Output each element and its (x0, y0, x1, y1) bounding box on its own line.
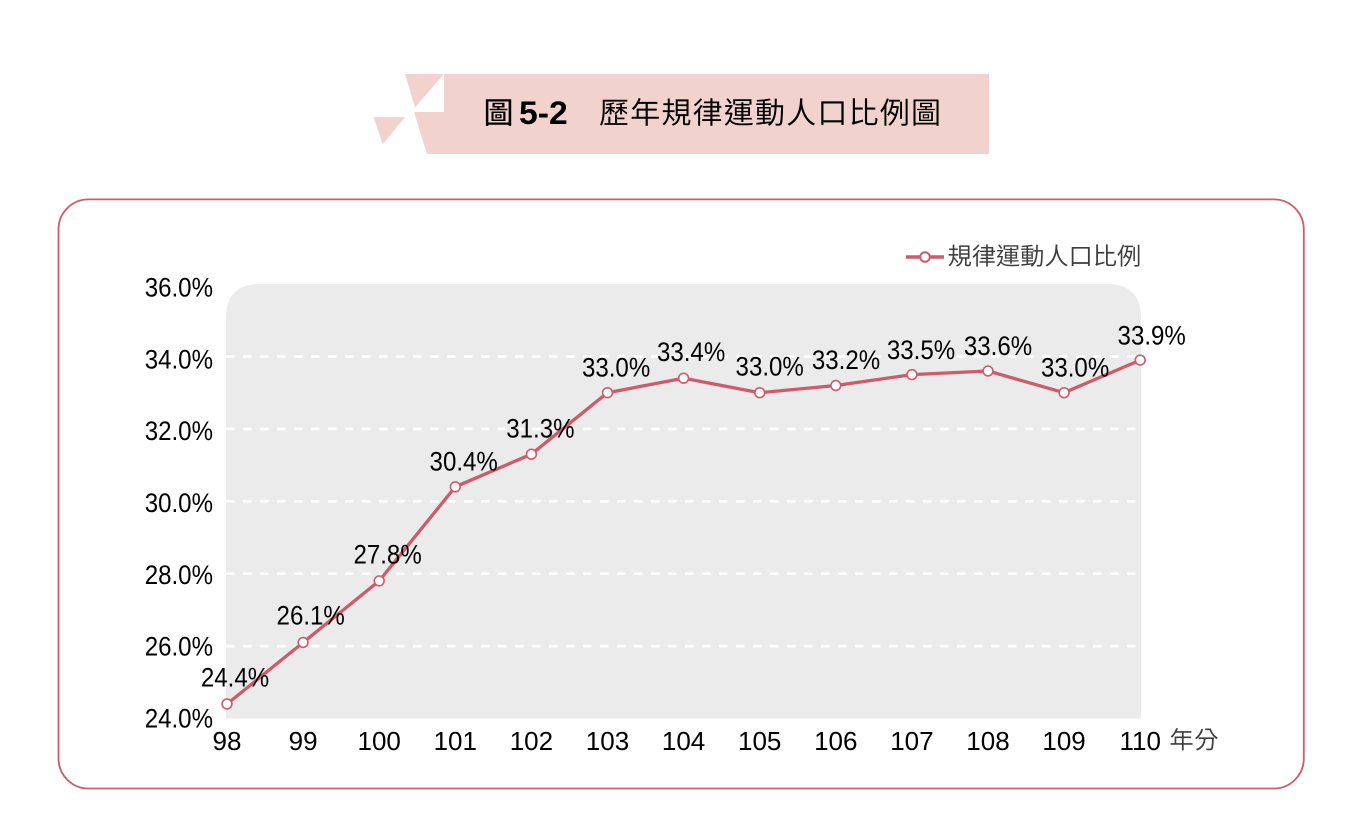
svg-text:36.0%: 36.0% (145, 273, 213, 303)
svg-text:26.1%: 26.1% (277, 600, 345, 630)
svg-text:33.6%: 33.6% (964, 331, 1032, 361)
svg-text:24.0%: 24.0% (145, 703, 213, 733)
svg-text:31.3%: 31.3% (506, 414, 574, 444)
svg-text:109: 109 (1042, 726, 1085, 756)
svg-text:102: 102 (510, 726, 553, 756)
svg-text:33.0%: 33.0% (736, 351, 804, 381)
svg-text:107: 107 (890, 726, 933, 756)
svg-text:5-2: 5-2 (519, 95, 568, 131)
svg-text:32.0%: 32.0% (145, 416, 213, 446)
svg-text:33.4%: 33.4% (657, 337, 725, 367)
svg-text:108: 108 (966, 726, 1009, 756)
svg-text:27.8%: 27.8% (353, 539, 421, 569)
svg-text:110: 110 (1119, 726, 1160, 756)
svg-text:33.0%: 33.0% (1041, 353, 1109, 383)
svg-text:30.0%: 30.0% (145, 488, 213, 518)
svg-text:98: 98 (213, 726, 242, 756)
svg-text:103: 103 (586, 726, 629, 756)
svg-text:28.0%: 28.0% (145, 560, 213, 590)
svg-text:34.0%: 34.0% (145, 344, 213, 374)
svg-text:101: 101 (434, 726, 477, 756)
svg-text:106: 106 (814, 726, 857, 756)
svg-text:105: 105 (738, 726, 781, 756)
svg-text:33.5%: 33.5% (887, 335, 955, 365)
svg-text:100: 100 (358, 726, 401, 756)
svg-text:33.0%: 33.0% (582, 352, 650, 382)
svg-text:33.9%: 33.9% (1118, 320, 1186, 350)
svg-text:26.0%: 26.0% (145, 632, 213, 662)
svg-text:24.4%: 24.4% (201, 662, 269, 692)
svg-text:99: 99 (289, 726, 318, 756)
svg-text:30.4%: 30.4% (430, 447, 498, 477)
svg-text:33.2%: 33.2% (812, 345, 880, 375)
svg-text:104: 104 (662, 726, 705, 756)
